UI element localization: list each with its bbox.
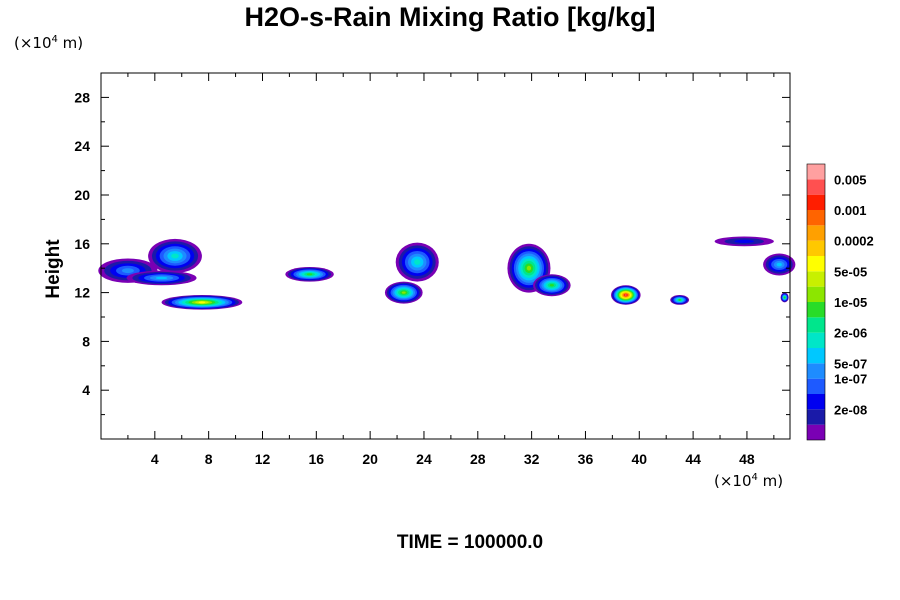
x-tick-label: 32 xyxy=(524,451,540,467)
x-tick-label: 4 xyxy=(151,451,159,467)
rain-cell xyxy=(161,295,243,310)
rain-cell xyxy=(780,292,789,303)
x-tick-label: 12 xyxy=(255,451,271,467)
x-tick-label: 24 xyxy=(416,451,432,467)
rain-cell xyxy=(532,274,571,297)
colorbar-frame xyxy=(806,163,826,441)
colorbar-label: 1e-07 xyxy=(834,372,867,387)
rain-cell-contour xyxy=(121,268,134,274)
rain-cell xyxy=(670,295,690,305)
x-tick-label: 8 xyxy=(205,451,213,467)
x-axis-unit: (×104 m) xyxy=(714,472,784,490)
time-label: TIME = 100000.0 xyxy=(396,532,544,553)
colorbar-swatch xyxy=(807,409,825,425)
colorbar-label: 0.0002 xyxy=(834,234,874,249)
y-tick-label: 20 xyxy=(74,187,90,203)
colorbar-swatch xyxy=(807,194,825,210)
rain-cell xyxy=(763,253,796,276)
rain-cell-contour xyxy=(776,262,782,267)
y-tick-label: 8 xyxy=(82,333,90,349)
x-tick-label: 48 xyxy=(739,451,755,467)
rain-cells xyxy=(98,236,796,310)
rain-cell xyxy=(611,285,641,305)
y-axis-ticks: 4 8 12 16 20 24 28 xyxy=(74,89,790,416)
rain-cell-contour xyxy=(414,259,421,265)
x-tick-label: 20 xyxy=(362,451,378,467)
rain-cell-contour xyxy=(526,265,532,271)
rain-cell xyxy=(148,238,202,274)
colorbar-label: 5e-05 xyxy=(834,264,867,279)
rain-cell-contour xyxy=(198,301,206,304)
x-tick-label: 36 xyxy=(578,451,594,467)
colorbar-label: 0.001 xyxy=(834,203,867,218)
y-axis-unit: (×104 m) xyxy=(14,34,84,52)
colorbar-swatch xyxy=(807,394,825,410)
colorbar-swatch xyxy=(807,225,825,241)
x-tick-label: 28 xyxy=(470,451,486,467)
colorbar-swatch xyxy=(807,317,825,333)
colorbar-swatch xyxy=(807,363,825,379)
y-tick-label: 28 xyxy=(74,89,90,105)
colorbar-swatch xyxy=(807,378,825,394)
colorbar-label: 2e-06 xyxy=(834,326,867,341)
x-tick-label: 40 xyxy=(631,451,647,467)
y-tick-label: 12 xyxy=(74,285,90,301)
plot-frame xyxy=(100,72,791,440)
colorbar-swatch xyxy=(807,424,825,440)
rain-cell-contour xyxy=(401,291,406,294)
x-tick-label: 44 xyxy=(685,451,701,467)
colorbar-swatch xyxy=(807,179,825,195)
colorbar-label: 1e-05 xyxy=(834,295,867,310)
colorbar-swatch xyxy=(807,286,825,302)
colorbar-swatch xyxy=(807,256,825,272)
rain-cell-contour xyxy=(678,298,681,301)
colorbar-label: 5e-07 xyxy=(834,356,867,371)
colorbar-swatch xyxy=(807,164,825,180)
colorbar-swatch xyxy=(807,271,825,287)
x-axis-ticks: 4 8 12 16 20 24 28 32 36 40 44 48 xyxy=(127,73,775,467)
y-tick-label: 16 xyxy=(74,236,90,252)
rain-cell xyxy=(126,270,197,286)
chart-title: H2O-s-Rain Mixing Ratio [kg/kg] xyxy=(244,2,656,32)
colorbar-swatch xyxy=(807,332,825,348)
y-tick-label: 24 xyxy=(74,138,90,154)
rain-cell-contour xyxy=(155,276,168,280)
rain-cell xyxy=(714,236,774,247)
rain-cell xyxy=(395,242,439,282)
rain-cell-contour xyxy=(171,253,179,259)
rain-cell-contour xyxy=(783,296,786,299)
colorbar-swatch xyxy=(807,240,825,256)
y-tick-label: 4 xyxy=(82,382,90,398)
colorbar-label: 2e-08 xyxy=(834,402,867,417)
rain-cell-contour xyxy=(624,294,627,297)
colorbar-label: 0.005 xyxy=(834,172,867,187)
x-tick-label: 16 xyxy=(309,451,325,467)
colorbar-swatch xyxy=(807,210,825,226)
rain-cell xyxy=(384,281,423,304)
rain-cell-contour xyxy=(306,273,313,276)
rain-cell xyxy=(507,243,551,293)
colorbar-swatch xyxy=(807,348,825,364)
rain-cell-contour xyxy=(549,284,554,287)
colorbar-swatch xyxy=(807,302,825,318)
rain-cell-contour xyxy=(734,239,755,243)
rain-cell xyxy=(285,266,334,282)
